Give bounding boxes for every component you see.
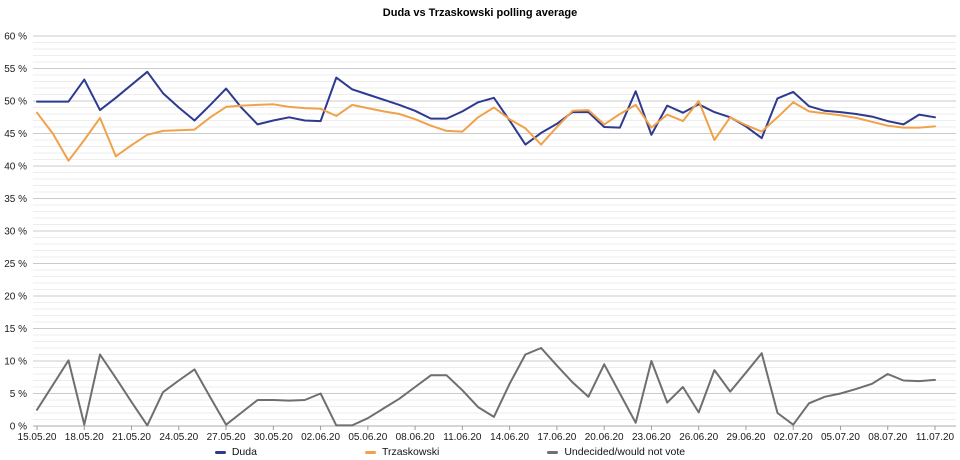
- undecided-line-swatch: [547, 450, 559, 454]
- legend-item-undecided: Undecided/would not vote: [547, 446, 685, 458]
- legend-label-duda: Duda: [231, 446, 257, 458]
- x-tick-label: 30.05.20: [254, 432, 293, 443]
- undecided-would-not-vote-line: [36, 347, 936, 427]
- x-tick-label: 23.06.20: [632, 432, 671, 443]
- x-tick-label: 17.06.20: [537, 432, 576, 443]
- y-tick-label: 5 %: [10, 389, 27, 400]
- chart-title: Duda vs Trzaskowski polling average: [382, 7, 578, 19]
- x-tick-label: 08.07.20: [868, 432, 907, 443]
- x-tick-label: 14.06.20: [490, 432, 529, 443]
- x-tick-label: 27.05.20: [207, 432, 246, 443]
- legend-label-trzaskowski: Trzaskowski: [381, 446, 440, 458]
- y-tick-label: 25 %: [4, 259, 27, 270]
- x-tick-label: 11.06.20: [443, 432, 482, 443]
- x-tick-label: 05.07.20: [821, 432, 860, 443]
- y-tick-label: 50 %: [4, 97, 27, 108]
- x-tick-label: 02.07.20: [774, 432, 813, 443]
- y-tick-label: 15 %: [4, 324, 27, 335]
- legend-label-undecided: Undecided/would not vote: [564, 446, 686, 458]
- y-tick-label: 40 %: [4, 162, 27, 173]
- x-tick-label: 18.05.20: [65, 432, 104, 443]
- chart-legend: Duda Trzaskowski Undecided/would not vot…: [0, 446, 960, 458]
- x-tick-label: 24.05.20: [159, 432, 198, 443]
- y-tick-label: 20 %: [4, 292, 27, 303]
- x-tick-label: 20.06.20: [585, 432, 624, 443]
- x-tick-label: 02.06.20: [301, 432, 340, 443]
- y-tick-label: 10 %: [4, 357, 27, 368]
- x-tick-label: 08.06.20: [396, 432, 435, 443]
- x-tick-label: 26.06.20: [679, 432, 718, 443]
- x-tick-label: 15.05.20: [18, 432, 57, 443]
- y-tick-label: 60 %: [4, 32, 27, 43]
- duda-line-swatch: [214, 450, 226, 454]
- y-tick-label: 55 %: [4, 64, 27, 75]
- trzaskowski-line: [36, 100, 936, 162]
- y-tick-label: 45 %: [4, 129, 27, 140]
- y-tick-label: 35 %: [4, 194, 27, 205]
- x-tick-label: 21.05.20: [112, 432, 151, 443]
- x-tick-label: 29.06.20: [726, 432, 765, 443]
- legend-item-trzaskowski: Trzaskowski: [364, 446, 440, 458]
- x-tick-label: 11.07.20: [916, 432, 955, 443]
- y-tick-label: 30 %: [4, 227, 27, 238]
- trzaskowski-line-swatch: [364, 450, 376, 454]
- y-tick-label: 0 %: [10, 422, 27, 433]
- legend-item-duda: Duda: [214, 446, 257, 458]
- duda-line: [36, 70, 936, 146]
- x-tick-label: 05.06.20: [348, 432, 387, 443]
